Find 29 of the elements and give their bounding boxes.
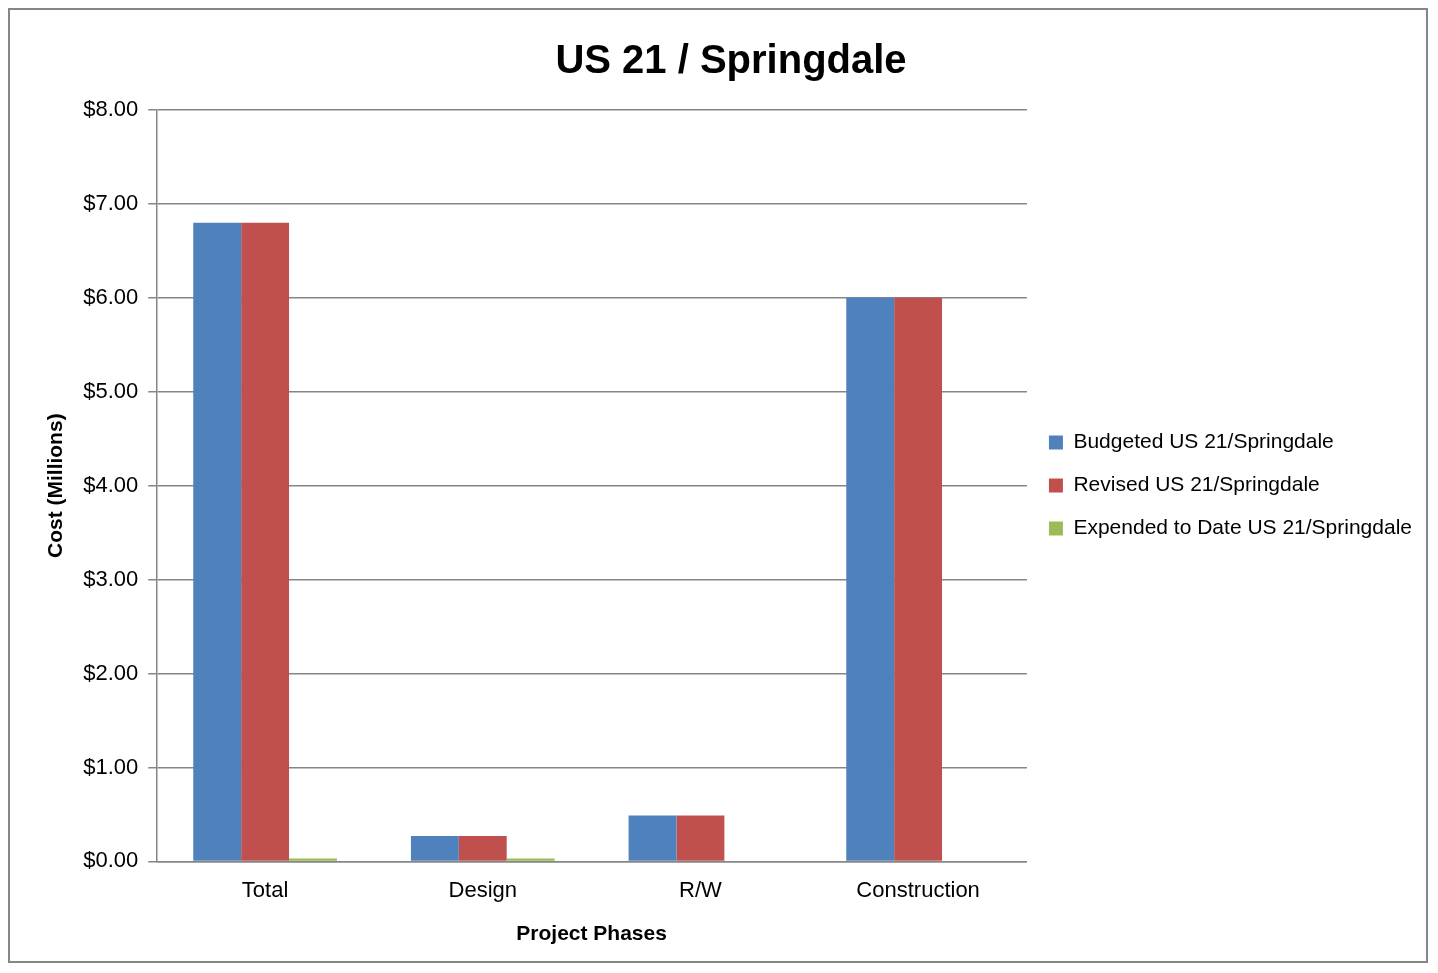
legend-label: Expended to Date US 21/Springdale: [1073, 515, 1413, 539]
y-tick-label: $8.00: [83, 96, 139, 122]
y-tick-label: $1.00: [83, 753, 139, 779]
bar: [410, 836, 459, 861]
chart-title: US 21 / Springdale: [555, 37, 907, 82]
y-tick-label: $6.00: [83, 283, 139, 309]
y-tick-label: $3.00: [83, 565, 139, 591]
bar: [894, 297, 943, 861]
bar: [458, 836, 507, 861]
legend-label: Budgeted US 21/Springdale: [1073, 429, 1334, 453]
y-tick-label: $2.00: [83, 659, 139, 685]
x-tick-label: Design: [448, 876, 517, 902]
bar: [506, 858, 555, 861]
bar: [628, 815, 677, 861]
bar: [846, 297, 895, 861]
bar: [676, 815, 725, 861]
y-tick-label: $7.00: [83, 189, 139, 215]
y-tick-label: $0.00: [83, 847, 139, 873]
x-tick-label: Construction: [856, 876, 980, 902]
y-axis-title: Cost (Millions): [43, 413, 67, 559]
bar: [241, 222, 290, 861]
bar: [193, 222, 242, 861]
legend-label: Revised US 21/Springdale: [1073, 472, 1320, 496]
bar: [289, 858, 337, 861]
y-tick-label: $4.00: [83, 471, 139, 497]
x-tick-label: Total: [241, 876, 289, 902]
y-tick-label: $5.00: [83, 377, 139, 403]
x-axis-title: Project Phases: [516, 921, 667, 945]
x-tick-label: R/W: [679, 876, 723, 902]
